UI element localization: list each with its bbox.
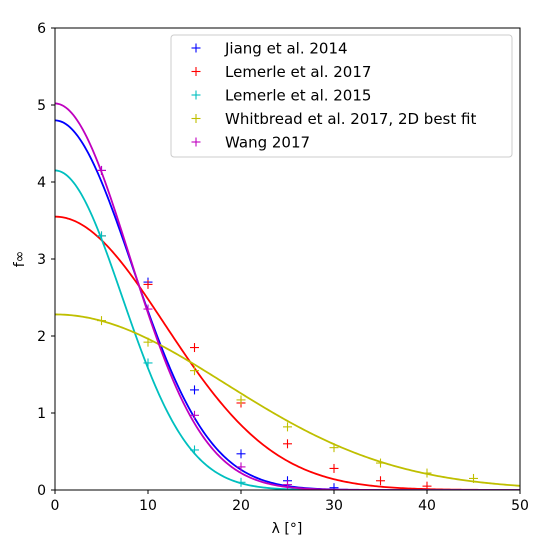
data-point-wang-2017 (190, 410, 199, 420)
data-point-whitbread-et-al-2017-2d-best-fit (376, 458, 385, 468)
y-tick-label: 0 (37, 483, 46, 499)
x-tick-label: 50 (511, 498, 529, 514)
data-point-whitbread-et-al-2017-2d-best-fit (236, 395, 246, 405)
data-point-lemerle-et-al-2017 (329, 463, 339, 473)
axis-ticks: 0 10 20 30 40 50 0 1 2 3 4 5 6 (37, 21, 529, 514)
y-tick-label: 2 (37, 329, 46, 345)
legend-marker-wang-2017 (191, 137, 201, 147)
x-tick-label: 20 (232, 498, 250, 514)
legend-label-jiang-et-al-2014: Jiang et al. 2014 (224, 40, 348, 58)
legend-marker-jiang-et-al-2014 (191, 43, 201, 53)
data-point-whitbread-et-al-2017-2d-best-fit (329, 443, 339, 453)
series-line-wang-2017 (55, 102, 520, 490)
data-point-jiang-et-al-2014 (329, 483, 339, 490)
data-point-whitbread-et-al-2017-2d-best-fit (143, 337, 153, 347)
legend-marker-lemerle-et-al-2015 (191, 90, 201, 100)
legend-label-whitbread-et-al-2017-2d-best-fit: Whitbread et al. 2017, 2D best fit (225, 110, 476, 128)
data-point-wang-2017 (97, 165, 106, 175)
data-point-lemerle-et-al-2017 (143, 279, 153, 289)
data-point-lemerle-et-al-2017 (190, 343, 199, 353)
data-point-wang-2017 (236, 462, 246, 472)
x-tick-label: 0 (51, 498, 60, 514)
x-tick-label: 10 (139, 498, 157, 514)
x-axis-label: λ [°] (272, 521, 303, 537)
y-tick-label: 4 (37, 175, 46, 191)
data-point-jiang-et-al-2014 (236, 449, 246, 459)
series-line-lemerle-et-al-2017 (55, 215, 520, 490)
plot-area (55, 102, 520, 490)
legend-label-lemerle-et-al-2015: Lemerle et al. 2015 (225, 87, 371, 105)
data-point-jiang-et-al-2014 (190, 385, 199, 395)
data-point-whitbread-et-al-2017-2d-best-fit (190, 366, 199, 376)
data-point-lemerle-et-al-2017 (376, 476, 385, 486)
legend-label-wang-2017: Wang 2017 (225, 134, 310, 152)
y-axis-label: f∞ (12, 251, 28, 268)
legend-marker-whitbread-et-al-2017-2d-best-fit (191, 114, 201, 123)
data-point-lemerle-et-al-2015 (236, 477, 246, 487)
data-point-whitbread-et-al-2017-2d-best-fit (422, 468, 432, 478)
x-tick-label: 30 (325, 498, 343, 514)
data-point-lemerle-et-al-2015 (143, 358, 153, 368)
y-tick-label: 6 (37, 21, 46, 37)
data-point-lemerle-et-al-2015 (97, 231, 106, 241)
data-point-whitbread-et-al-2017-2d-best-fit (469, 473, 478, 483)
data-point-wang-2017 (143, 304, 153, 314)
y-tick-label: 1 (37, 406, 46, 422)
series-line-whitbread-et-al-2017-2d-best-fit (55, 313, 520, 487)
x-tick-label: 40 (418, 498, 436, 514)
y-tick-label: 5 (37, 98, 46, 114)
data-point-whitbread-et-al-2017-2d-best-fit (97, 316, 106, 326)
legend-box (170, 34, 513, 158)
data-point-wang-2017 (283, 480, 292, 490)
y-tick-label: 3 (37, 252, 46, 268)
data-point-lemerle-et-al-2017 (283, 439, 292, 449)
legend: Jiang et al. 2014 Lemerle et al. 2017 Leme… (170, 34, 513, 158)
data-point-lemerle-et-al-2015 (190, 445, 199, 455)
data-point-whitbread-et-al-2017-2d-best-fit (283, 422, 292, 432)
legend-marker-lemerle-et-al-2017 (191, 67, 201, 76)
legend-label-lemerle-et-al-2017: Lemerle et al. 2017 (225, 63, 371, 81)
